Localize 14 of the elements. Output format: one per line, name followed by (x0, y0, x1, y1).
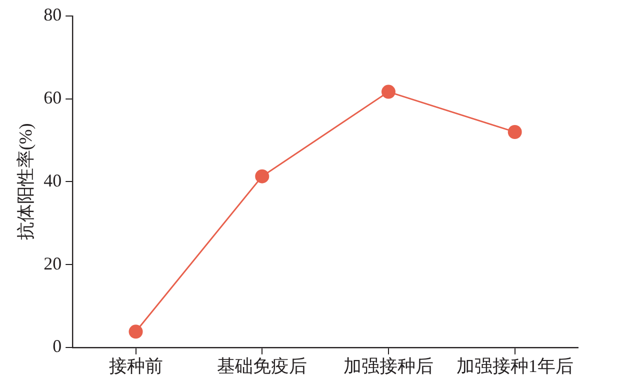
y-tick-label: 0 (52, 336, 62, 356)
x-tick-label: 接种前 (108, 356, 163, 376)
point (128, 324, 143, 339)
y-tick-label: 40 (44, 170, 62, 190)
point (381, 84, 396, 99)
x-tick-label: 加强接种后 (343, 356, 434, 376)
point (255, 169, 270, 184)
y-tick-label: 20 (44, 253, 62, 274)
y-tick-label: 80 (44, 4, 62, 25)
y-tick-label: 60 (44, 88, 62, 108)
x-tick-label: 加强接种1年后 (456, 356, 574, 376)
y-axis-title: 抗体阳性率(%) (16, 123, 36, 240)
x-tick-label: 基础免疫后 (217, 356, 308, 376)
point (508, 124, 522, 139)
